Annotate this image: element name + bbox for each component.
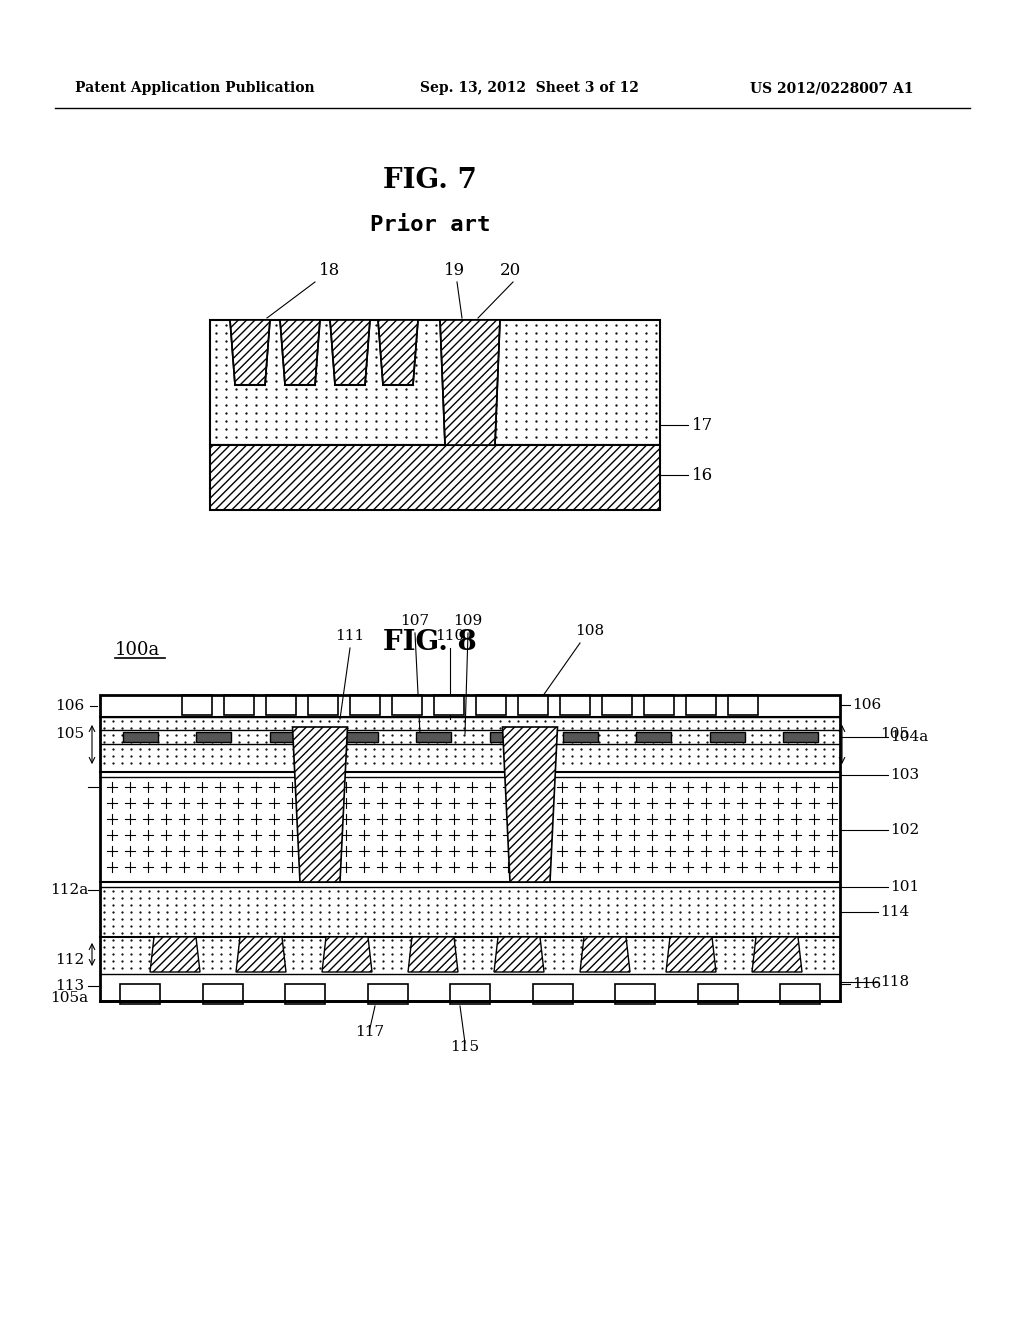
Text: 116: 116: [852, 977, 882, 991]
Text: Patent Application Publication: Patent Application Publication: [75, 81, 314, 95]
Text: 17: 17: [692, 417, 714, 433]
Bar: [266, 696, 296, 715]
Text: 105: 105: [55, 727, 84, 742]
Text: 102: 102: [890, 822, 920, 837]
Text: 114: 114: [880, 906, 909, 919]
Bar: [563, 733, 598, 742]
Text: FIG. 7: FIG. 7: [383, 166, 477, 194]
Bar: [203, 983, 243, 1005]
Text: 118: 118: [880, 975, 909, 989]
Bar: [392, 696, 422, 715]
Polygon shape: [580, 937, 630, 972]
Bar: [343, 733, 378, 742]
Polygon shape: [236, 937, 286, 972]
Bar: [644, 696, 674, 715]
Polygon shape: [503, 727, 557, 882]
Text: 113: 113: [55, 979, 84, 993]
Polygon shape: [150, 937, 200, 972]
Text: 19: 19: [444, 261, 466, 279]
Bar: [532, 983, 572, 1005]
Polygon shape: [293, 727, 347, 882]
Text: 107: 107: [400, 614, 429, 628]
Bar: [368, 983, 408, 1005]
Polygon shape: [408, 937, 458, 972]
Polygon shape: [230, 319, 270, 385]
Polygon shape: [280, 319, 319, 385]
Text: 110: 110: [435, 630, 465, 643]
Bar: [123, 733, 158, 742]
Bar: [210, 319, 660, 445]
Polygon shape: [378, 319, 418, 385]
Bar: [100, 717, 840, 772]
Bar: [518, 696, 548, 715]
Bar: [269, 733, 305, 742]
Bar: [100, 696, 840, 1001]
Polygon shape: [752, 937, 802, 972]
Bar: [728, 696, 758, 715]
Text: FIG. 8: FIG. 8: [383, 628, 477, 656]
Bar: [308, 696, 338, 715]
Bar: [560, 696, 590, 715]
Text: US 2012/0228007 A1: US 2012/0228007 A1: [750, 81, 913, 95]
Bar: [100, 937, 840, 972]
Text: 106: 106: [852, 698, 882, 711]
Bar: [417, 733, 452, 742]
Bar: [285, 983, 325, 1005]
Text: 112a: 112a: [50, 883, 88, 898]
Polygon shape: [322, 937, 372, 972]
Bar: [780, 983, 820, 1005]
Bar: [710, 733, 744, 742]
Bar: [100, 777, 840, 882]
Polygon shape: [494, 937, 544, 972]
Text: 112: 112: [55, 953, 84, 966]
Bar: [636, 733, 672, 742]
Bar: [120, 983, 160, 1005]
Text: 100a: 100a: [115, 642, 160, 659]
Bar: [615, 983, 655, 1005]
Bar: [210, 445, 660, 510]
Text: 106: 106: [55, 700, 84, 713]
Text: 108: 108: [575, 624, 604, 638]
Text: 101: 101: [890, 880, 920, 894]
Bar: [197, 733, 231, 742]
Text: 18: 18: [319, 261, 341, 279]
Text: Prior art: Prior art: [370, 215, 490, 235]
Bar: [224, 696, 254, 715]
Bar: [697, 983, 737, 1005]
Text: 104a: 104a: [890, 730, 928, 744]
Text: 111: 111: [336, 630, 365, 643]
Text: 16: 16: [692, 466, 713, 483]
Bar: [182, 696, 212, 715]
Bar: [783, 733, 818, 742]
Text: 103: 103: [890, 768, 920, 781]
Text: 105: 105: [880, 727, 909, 742]
Bar: [686, 696, 716, 715]
Bar: [350, 696, 380, 715]
Polygon shape: [666, 937, 716, 972]
Polygon shape: [440, 319, 500, 445]
Bar: [450, 983, 490, 1005]
Text: Sep. 13, 2012  Sheet 3 of 12: Sep. 13, 2012 Sheet 3 of 12: [420, 81, 639, 95]
Polygon shape: [330, 319, 370, 385]
Bar: [602, 696, 632, 715]
Text: 115: 115: [451, 1040, 479, 1053]
Bar: [434, 696, 464, 715]
Text: 117: 117: [355, 1026, 385, 1039]
Text: 109: 109: [454, 614, 482, 628]
Bar: [489, 733, 524, 742]
Text: 20: 20: [500, 261, 520, 279]
Bar: [476, 696, 506, 715]
Text: 105a: 105a: [50, 990, 88, 1005]
Bar: [100, 887, 840, 937]
